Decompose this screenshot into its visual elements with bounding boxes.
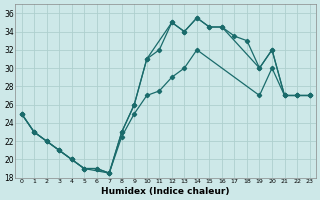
X-axis label: Humidex (Indice chaleur): Humidex (Indice chaleur) (101, 187, 230, 196)
